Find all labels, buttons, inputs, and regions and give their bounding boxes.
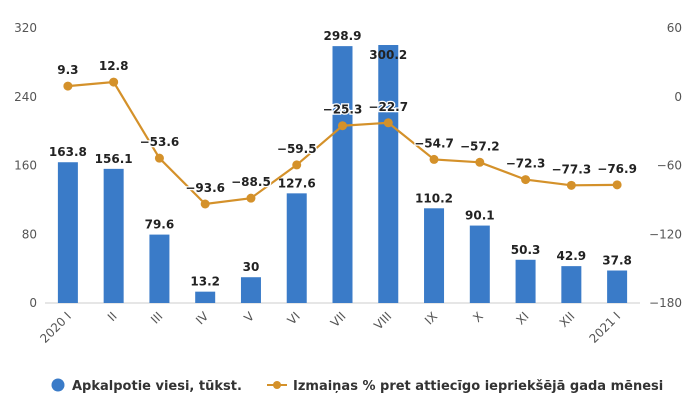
line-value-label: −53.6 bbox=[140, 135, 180, 149]
legend-line-dot bbox=[273, 381, 281, 389]
bar bbox=[149, 234, 170, 303]
legend-line-label: Izmaiņas % pret attiecīgo iepriekšējā ga… bbox=[293, 379, 663, 394]
bar bbox=[332, 46, 353, 303]
bar-value-label: 13.2 bbox=[190, 275, 220, 289]
bar-series: 163.8 156.1 79.6 13.2 30 127.6 298.9 300.2 110.2… bbox=[49, 29, 632, 303]
right-tick-label: 0 bbox=[674, 90, 682, 104]
line-point bbox=[154, 153, 164, 163]
bar-value-label: 163.8 bbox=[49, 145, 87, 159]
bar bbox=[515, 259, 536, 303]
bar bbox=[195, 291, 216, 303]
legend-bar-label: Apkalpotie viesi, tūkst. bbox=[72, 379, 242, 394]
line-point bbox=[109, 77, 119, 87]
bar-value-label: 300.2 bbox=[369, 48, 407, 62]
category-axis: 2020 I II III IV V VI VII VIII IX X XI XII 2021 I bbox=[37, 309, 623, 346]
left-tick-label: 160 bbox=[14, 159, 37, 173]
category-label: II bbox=[105, 309, 120, 324]
line-point bbox=[246, 193, 256, 203]
bar bbox=[469, 225, 490, 303]
line-value-label: −93.6 bbox=[185, 181, 225, 195]
bar-value-label: 50.3 bbox=[511, 243, 541, 257]
bar-value-label: 37.8 bbox=[602, 254, 632, 268]
line-value-label: 12.8 bbox=[99, 59, 129, 73]
category-label: VII bbox=[328, 309, 349, 330]
line-value-label: 9.3 bbox=[57, 63, 78, 77]
line-point bbox=[521, 175, 531, 185]
line-point bbox=[612, 180, 622, 190]
category-label: XII bbox=[557, 309, 578, 330]
line-point bbox=[63, 81, 73, 91]
left-tick-label: 0 bbox=[29, 296, 37, 310]
bar bbox=[286, 193, 307, 303]
category-label: V bbox=[241, 309, 257, 325]
bar-value-label: 156.1 bbox=[95, 152, 133, 166]
left-tick-label: 80 bbox=[22, 227, 37, 241]
legend-bar-marker bbox=[51, 378, 65, 392]
category-label: 2020 I bbox=[37, 309, 74, 346]
legend: Apkalpotie viesi, tūkst. Izmaiņas % pret… bbox=[51, 378, 663, 394]
category-label: VIII bbox=[371, 309, 394, 332]
line-point bbox=[566, 180, 576, 190]
left-tick-label: 240 bbox=[14, 90, 37, 104]
bar-value-label: 79.6 bbox=[145, 218, 175, 232]
line-point bbox=[475, 157, 485, 167]
line-point bbox=[200, 199, 210, 209]
left-tick-label: 320 bbox=[14, 21, 37, 35]
right-tick-label: −120 bbox=[649, 227, 682, 241]
line-series: 9.3 12.8 −53.6 −93.6 −88.5 −59.5 −25.3 −22.7 −54… bbox=[56, 58, 638, 209]
line-point bbox=[292, 160, 302, 170]
bar-value-label: 42.9 bbox=[557, 249, 587, 263]
bar-value-label: 30 bbox=[243, 260, 260, 274]
category-label: X bbox=[470, 309, 486, 325]
right-axis: −180 −120 −60 0 60 bbox=[649, 21, 682, 310]
bar bbox=[378, 45, 399, 303]
category-label: XI bbox=[513, 309, 531, 327]
category-label: IV bbox=[193, 309, 212, 328]
line-point bbox=[338, 121, 347, 131]
line-value-label: −57.2 bbox=[460, 139, 500, 153]
line-value-label: −72.3 bbox=[506, 157, 546, 171]
category-label: III bbox=[148, 309, 165, 326]
bar bbox=[607, 270, 628, 303]
line-value-label: −59.5 bbox=[277, 142, 317, 156]
bar bbox=[57, 162, 78, 303]
line-value-label: −88.5 bbox=[231, 175, 271, 189]
bar bbox=[424, 208, 445, 303]
bar-value-label: 127.6 bbox=[278, 176, 316, 190]
bar bbox=[103, 168, 124, 303]
category-label: IX bbox=[422, 309, 440, 327]
line-point bbox=[383, 118, 393, 128]
bar-value-label: 298.9 bbox=[324, 29, 362, 43]
right-tick-label: 60 bbox=[667, 21, 682, 35]
bar bbox=[561, 266, 582, 303]
bar-value-label: 110.2 bbox=[415, 191, 453, 205]
line-value-label: −25.3 bbox=[323, 103, 363, 117]
bar bbox=[240, 277, 261, 303]
line-value-label: −22.7 bbox=[368, 100, 408, 114]
category-label: VI bbox=[285, 309, 303, 327]
line-point bbox=[429, 154, 439, 164]
right-tick-label: −180 bbox=[649, 296, 682, 310]
line-value-label: −54.7 bbox=[414, 136, 454, 150]
left-axis: 0 80 160 240 320 bbox=[14, 21, 640, 310]
line-value-label: −77.3 bbox=[552, 162, 592, 176]
right-tick-label: −60 bbox=[657, 159, 682, 173]
line-value-label: −76.9 bbox=[597, 162, 637, 176]
bar-value-label: 90.1 bbox=[465, 209, 495, 223]
category-label: 2021 I bbox=[587, 309, 624, 346]
